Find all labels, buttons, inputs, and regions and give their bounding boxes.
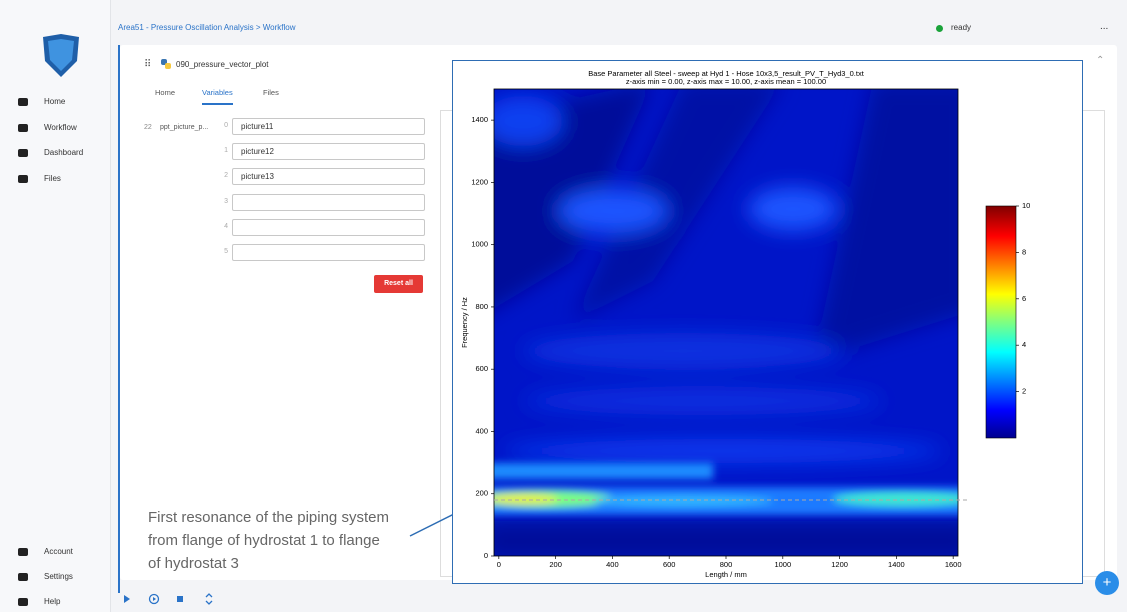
input-index: 5	[208, 248, 228, 255]
stop[interactable]	[177, 596, 183, 602]
menu-icon	[18, 124, 28, 132]
more-menu[interactable]: ...	[1100, 21, 1108, 32]
x-tick-label: 200	[549, 560, 562, 569]
x-tick-label: 800	[720, 560, 733, 569]
y-tick-label: 600	[475, 364, 488, 373]
menu-icon	[18, 598, 28, 606]
text-input[interactable]	[232, 244, 425, 261]
x-tick-label: 1000	[774, 560, 791, 569]
text-input[interactable]: picture12	[232, 143, 425, 160]
y-tick-label: 200	[475, 489, 488, 498]
input-index: 3	[208, 198, 228, 205]
run[interactable]	[124, 595, 130, 603]
tab[interactable]: Home	[155, 88, 175, 103]
text-input[interactable]	[232, 219, 425, 236]
collapse[interactable]: ⌃	[1096, 55, 1104, 66]
chart-popup: Base Parameter all Steel - sweep at Hyd …	[452, 60, 1083, 584]
variable-number: 22	[144, 124, 152, 131]
annotation-line: of hydrostat 3	[148, 552, 389, 575]
add-button[interactable]: +	[1095, 571, 1119, 595]
chart-title: z-axis min = 0.00, z-axis max = 10.00, z…	[626, 77, 826, 86]
app-window: Area51 - Pressure Oscillation Analysis >…	[0, 0, 1127, 612]
x-tick-label: 1600	[945, 560, 962, 569]
input-index: 4	[208, 223, 228, 230]
status: ready	[951, 23, 971, 32]
menu-item[interactable]: Settings	[44, 572, 73, 581]
text-input[interactable]: picture13	[232, 168, 425, 185]
y-tick-label: 800	[475, 302, 488, 311]
colorbar-tick-label: 2	[1022, 387, 1026, 396]
node-title: 090_pressure_vector_plot	[176, 60, 269, 69]
menu-item[interactable]: Files	[44, 174, 61, 183]
heatmap	[473, 81, 973, 561]
input-index: 0	[208, 122, 228, 129]
colorbar-tick-label: 4	[1022, 340, 1026, 349]
menu-icon	[18, 548, 28, 556]
menu-icon	[18, 175, 28, 183]
y-axis-label: Frequency / Hz	[460, 297, 469, 348]
menu-icon	[18, 149, 28, 157]
annotation-line: from flange of hydrostat 1 to flange	[148, 529, 389, 552]
python-icon	[160, 58, 172, 70]
x-tick-label: 1400	[888, 560, 905, 569]
drag-handle[interactable]: ⠿	[144, 59, 151, 70]
x-axis-label: Length / mm	[705, 570, 747, 579]
y-tick-label: 1400	[471, 115, 488, 124]
x-tick-label: 0	[497, 560, 501, 569]
status-dot	[936, 25, 943, 32]
breadcrumb[interactable]: Area51 - Pressure Oscillation Analysis >…	[118, 23, 295, 32]
tab[interactable]: Files	[263, 88, 279, 103]
colorbar-tick-label: 6	[1022, 294, 1026, 303]
menu-icon	[18, 573, 28, 581]
x-tick-label: 600	[663, 560, 676, 569]
text-input[interactable]: picture11	[232, 118, 425, 135]
menu-item[interactable]: Workflow	[44, 123, 77, 132]
annotation-line: First resonance of the piping system	[148, 506, 389, 529]
menu-icon	[18, 98, 28, 106]
variable-name: ppt_picture_p...	[160, 124, 208, 131]
card-accent	[118, 45, 120, 593]
y-tick-label: 400	[475, 426, 488, 435]
sidebar	[0, 0, 111, 612]
menu-item[interactable]: Account	[44, 547, 73, 556]
menu-item[interactable]: Dashboard	[44, 148, 83, 157]
menu-item[interactable]: Home	[44, 97, 65, 106]
input-value: picture13	[241, 172, 274, 181]
y-tick-label: 1200	[471, 177, 488, 186]
logo	[40, 33, 82, 79]
tab[interactable]: Variables	[202, 88, 233, 105]
x-tick-label: 400	[606, 560, 619, 569]
input-value: picture12	[241, 147, 274, 156]
colorbar	[986, 206, 1016, 438]
colorbar-tick-label: 10	[1022, 201, 1030, 210]
colorbar-tick-label: 8	[1022, 247, 1026, 256]
reset-button[interactable]: Reset all	[374, 275, 423, 293]
y-tick-label: 0	[484, 551, 488, 560]
y-tick-label: 1000	[471, 240, 488, 249]
text-input[interactable]	[232, 194, 425, 211]
toolbar	[120, 590, 230, 608]
input-index: 2	[208, 172, 228, 179]
menu-item[interactable]: Help	[44, 597, 60, 606]
reorder[interactable]	[206, 594, 212, 604]
input-value: picture11	[241, 122, 273, 131]
x-tick-label: 1200	[831, 560, 848, 569]
input-index: 1	[208, 147, 228, 154]
